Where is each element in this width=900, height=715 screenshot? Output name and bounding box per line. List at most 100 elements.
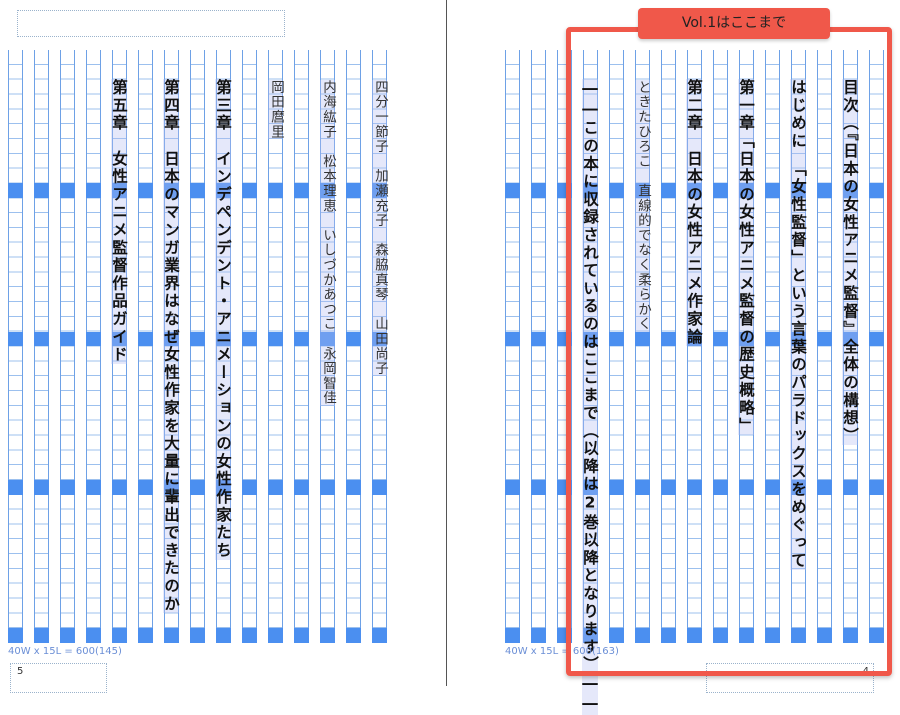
grid-line-column: [60, 50, 75, 643]
vol1-range-highlight-box: [566, 27, 892, 676]
chapter-heading-line[interactable]: 第二章 日本の女性アニメ作家論: [685, 79, 703, 346]
grid-highlight-row: [583, 479, 598, 495]
grid-highlight-row: [843, 331, 858, 347]
grid-highlight-row: [609, 479, 624, 495]
grid-highlight-row: [609, 183, 624, 199]
grid-highlight-row: [609, 628, 624, 643]
right-page-manuscript-grid[interactable]: 目次（『日本の女性アニメ監督』全体の構想） はじめに 「女性監督」という言葉のパラ…: [505, 50, 885, 715]
grid-highlight-row: [765, 183, 780, 199]
name-list-line[interactable]: 岡田麿里: [268, 80, 284, 140]
grid-highlight-row: [86, 183, 101, 199]
grid-highlight-row: [713, 331, 728, 347]
grid-highlight-row: [8, 331, 23, 347]
grid-highlight-row: [817, 479, 832, 495]
grid-highlight-row: [372, 479, 387, 495]
grid-highlight-row: [268, 628, 283, 643]
grid-highlight-row: [60, 479, 75, 495]
grid-highlight-row: [320, 331, 335, 347]
chapter-heading-line[interactable]: 第五章 女性アニメ監督作品ガイド: [110, 79, 128, 364]
grid-highlight-row: [817, 628, 832, 643]
grid-highlight-row: [609, 331, 624, 347]
grid-highlight-row: [843, 628, 858, 643]
chapter-heading-line[interactable]: はじめに 「女性監督」という言葉のパラドックスをめぐって: [789, 79, 807, 570]
grid-highlight-row: [713, 183, 728, 199]
grid-highlight-row: [583, 331, 598, 347]
grid-highlight-row: [86, 628, 101, 643]
grid-highlight-row: [765, 479, 780, 495]
grid-highlight-row: [346, 628, 361, 643]
grid-highlight-row: [112, 628, 127, 643]
grid-line-column: [739, 50, 754, 643]
grid-highlight-row: [531, 628, 546, 643]
grid-highlight-row: [869, 183, 884, 199]
grid-highlight-row: [190, 479, 205, 495]
grid-line-column: [869, 50, 884, 643]
grid-highlight-row: [817, 331, 832, 347]
grid-highlight-row: [268, 183, 283, 199]
grid-line-column: [372, 50, 387, 643]
left-page-grid-caption: 40W x 15L = 600(145): [8, 646, 122, 657]
chapter-heading-line[interactable]: 第三章 インデペンデント・アニメーションの女性作家たち: [214, 79, 232, 560]
grid-highlight-row: [869, 479, 884, 495]
left-page-manuscript-grid[interactable]: 四分一節子 加瀬充子 森脇真琴 山田尚子 内海紘子 松本理恵 いしづかあつこ 永岡…: [8, 50, 388, 643]
grid-highlight-row: [505, 628, 520, 643]
grid-highlight-row: [216, 331, 231, 347]
grid-highlight-row: [60, 183, 75, 199]
grid-highlight-row: [739, 479, 754, 495]
grid-highlight-row: [138, 183, 153, 199]
grid-highlight-row: [531, 479, 546, 495]
grid-highlight-row: [372, 331, 387, 347]
grid-highlight-row: [8, 183, 23, 199]
grid-highlight-row: [164, 628, 179, 643]
grid-highlight-row: [791, 183, 806, 199]
chapter-heading-line[interactable]: 第一章「日本の女性アニメ監督の歴史概略」: [737, 79, 755, 435]
grid-highlight-row: [268, 331, 283, 347]
grid-highlight-row: [294, 479, 309, 495]
grid-highlight-row: [661, 479, 676, 495]
grid-highlight-row: [765, 331, 780, 347]
left-page-number-frame[interactable]: 5: [10, 663, 107, 693]
grid-highlight-row: [164, 479, 179, 495]
right-page-grid-caption: 40W x 15L = 600(163): [505, 646, 619, 657]
grid-line-column: [112, 50, 127, 643]
grid-line-column: [138, 50, 153, 643]
grid-highlight-row: [60, 331, 75, 347]
grid-highlight-row: [687, 183, 702, 199]
grid-highlight-row: [372, 183, 387, 199]
grid-highlight-row: [294, 183, 309, 199]
grid-line-column: [34, 50, 49, 643]
name-list-line[interactable]: 内海紘子 松本理恵 いしづかあつこ 永岡智佳: [320, 80, 336, 406]
grid-highlight-row: [138, 331, 153, 347]
grid-highlight-row: [294, 331, 309, 347]
header-text-frame[interactable]: [17, 10, 285, 37]
grid-highlight-row: [138, 628, 153, 643]
chapter-heading-line[interactable]: 目次（『日本の女性アニメ監督』全体の構想）: [841, 79, 859, 446]
grid-highlight-row: [505, 183, 520, 199]
grid-highlight-row: [843, 183, 858, 199]
chapter-heading-line[interactable]: ――この本に収録されているのはここまで（以降は2巻以降となります）――: [581, 79, 599, 715]
grid-highlight-row: [713, 479, 728, 495]
grid-highlight-row: [346, 479, 361, 495]
grid-highlight-row: [242, 183, 257, 199]
grid-highlight-row: [635, 331, 650, 347]
grid-highlight-row: [869, 628, 884, 643]
grid-line-column: [635, 50, 650, 643]
grid-highlight-row: [583, 628, 598, 643]
grid-highlight-row: [869, 331, 884, 347]
grid-line-column: [531, 50, 546, 643]
chapter-heading-line[interactable]: 第四章 日本のマンガ業界はなぜ女性作家を大量に輩出できたのか: [162, 79, 180, 613]
name-list-line[interactable]: 四分一節子 加瀬充子 森脇真琴 山田尚子: [372, 80, 388, 376]
grid-line-column: [86, 50, 101, 643]
grid-line-column: [268, 50, 283, 643]
grid-highlight-row: [346, 331, 361, 347]
grid-highlight-row: [320, 628, 335, 643]
grid-highlight-row: [216, 479, 231, 495]
grid-highlight-row: [791, 331, 806, 347]
grid-highlight-row: [86, 479, 101, 495]
grid-highlight-row: [112, 183, 127, 199]
grid-highlight-row: [112, 331, 127, 347]
grid-highlight-row: [34, 183, 49, 199]
grid-line-column: [346, 50, 361, 643]
grid-highlight-row: [34, 331, 49, 347]
name-list-line[interactable]: ときたひろこ 直線的でなく柔らかく: [635, 80, 651, 332]
